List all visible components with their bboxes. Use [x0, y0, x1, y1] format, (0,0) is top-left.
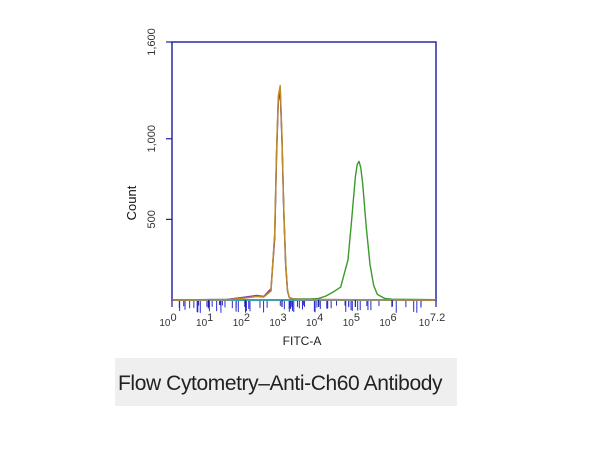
- x-tick-base: 10: [159, 318, 171, 329]
- series-line-2: [171, 90, 437, 301]
- x-tick-label-1: 101: [196, 312, 213, 329]
- x-tick-exponent: 7.2: [430, 312, 445, 324]
- x-tick-label-6: 106: [379, 312, 396, 329]
- x-tick-label-5: 105: [343, 312, 360, 329]
- x-tick-label-3: 103: [269, 312, 286, 329]
- axes: [171, 41, 437, 301]
- figure-caption: Flow Cytometry–Anti-Ch60 Antibody: [118, 372, 443, 395]
- x-axis-label: FITC-A: [283, 334, 322, 348]
- x-tick-base: 10: [306, 318, 318, 329]
- x-tick-base: 10: [379, 318, 391, 329]
- x-tick-exponent: 3: [281, 312, 287, 324]
- x-tick-exponent: 5: [354, 312, 360, 324]
- caption-band: [115, 358, 457, 406]
- x-tick-label-2: 102: [233, 312, 250, 329]
- y-tick-label-0: 500: [146, 210, 158, 228]
- x-tick-base: 10: [196, 318, 208, 329]
- x-tick-exponent: 1: [207, 312, 213, 324]
- x-tick-base: 10: [233, 318, 245, 329]
- x-tick-exponent: 0: [171, 312, 177, 324]
- x-tick-exponent: 6: [391, 312, 397, 324]
- y-tick-label-2: 1,600: [146, 28, 158, 56]
- series-line-1: [171, 87, 437, 301]
- x-tick-base: 10: [269, 318, 281, 329]
- x-tick-label-0: 100: [159, 312, 176, 329]
- y-tick-label-1: 1,000: [146, 125, 158, 153]
- x-tick-base: 10: [419, 318, 431, 329]
- y-axis-label: Count: [124, 185, 139, 220]
- histogram-series: [171, 84, 437, 301]
- x-tick-label-7: 107.2: [419, 312, 445, 329]
- event-rug: [178, 301, 422, 313]
- x-tick-label-4: 104: [306, 312, 323, 329]
- series-line-3: [171, 84, 437, 301]
- x-tick-exponent: 4: [317, 312, 323, 324]
- plot-frame: [171, 41, 437, 301]
- x-tick-exponent: 2: [244, 312, 250, 324]
- x-tick-base: 10: [343, 318, 355, 329]
